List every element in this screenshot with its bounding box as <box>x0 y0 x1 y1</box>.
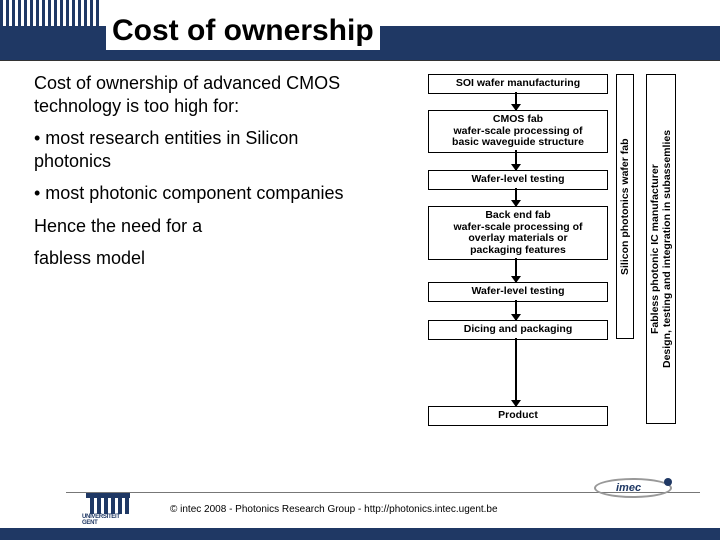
flow-node-n7: Product <box>428 406 608 426</box>
ugent-logo: UNIVERSITEIT GENT <box>82 484 136 526</box>
flow-arrow-1 <box>515 150 517 170</box>
flow-side-s1: Silicon photonics wafer fab <box>616 74 634 339</box>
flow-arrow-2 <box>515 188 517 206</box>
flow-node-n6: Dicing and packaging <box>428 320 608 340</box>
flow-node-n1: SOI wafer manufacturing <box>428 74 608 94</box>
fabless-text: fabless model <box>34 247 374 270</box>
footer-text: © intec 2008 - Photonics Research Group … <box>170 504 498 515</box>
ugent-logo-label: UNIVERSITEIT GENT <box>82 514 136 526</box>
bullet-1: • most research entities in Silicon phot… <box>34 127 374 172</box>
hence-text: Hence the need for a <box>34 215 374 238</box>
header-hatch <box>0 0 100 26</box>
flow-arrow-5 <box>515 338 517 406</box>
title-underline <box>0 60 720 61</box>
footer-band <box>0 528 720 540</box>
imec-logo-label: imec <box>616 482 641 494</box>
imec-logo: imec <box>590 474 690 510</box>
flow-node-n2: CMOS fabwafer-scale processing ofbasic w… <box>428 110 608 153</box>
flowchart: SOI wafer manufacturing CMOS fabwafer-sca… <box>388 74 644 444</box>
flow-arrow-4 <box>515 300 517 320</box>
flow-arrow-3 <box>515 258 517 282</box>
flow-node-n3: Wafer-level testing <box>428 170 608 190</box>
intro-text: Cost of ownership of advanced CMOS techn… <box>34 72 374 117</box>
flow-node-n4: Back end fabwafer-scale processing ofove… <box>428 206 608 260</box>
bullet-2: • most photonic component companies <box>34 182 374 205</box>
page-title: Cost of ownership <box>106 14 380 50</box>
flow-arrow-0 <box>515 92 517 110</box>
body-text: Cost of ownership of advanced CMOS techn… <box>34 72 374 280</box>
flow-side-s2: Fabless photonic IC manufacturerDesign, … <box>646 74 676 424</box>
footer: UNIVERSITEIT GENT © intec 2008 - Photoni… <box>0 482 720 540</box>
flow-node-n5: Wafer-level testing <box>428 282 608 302</box>
